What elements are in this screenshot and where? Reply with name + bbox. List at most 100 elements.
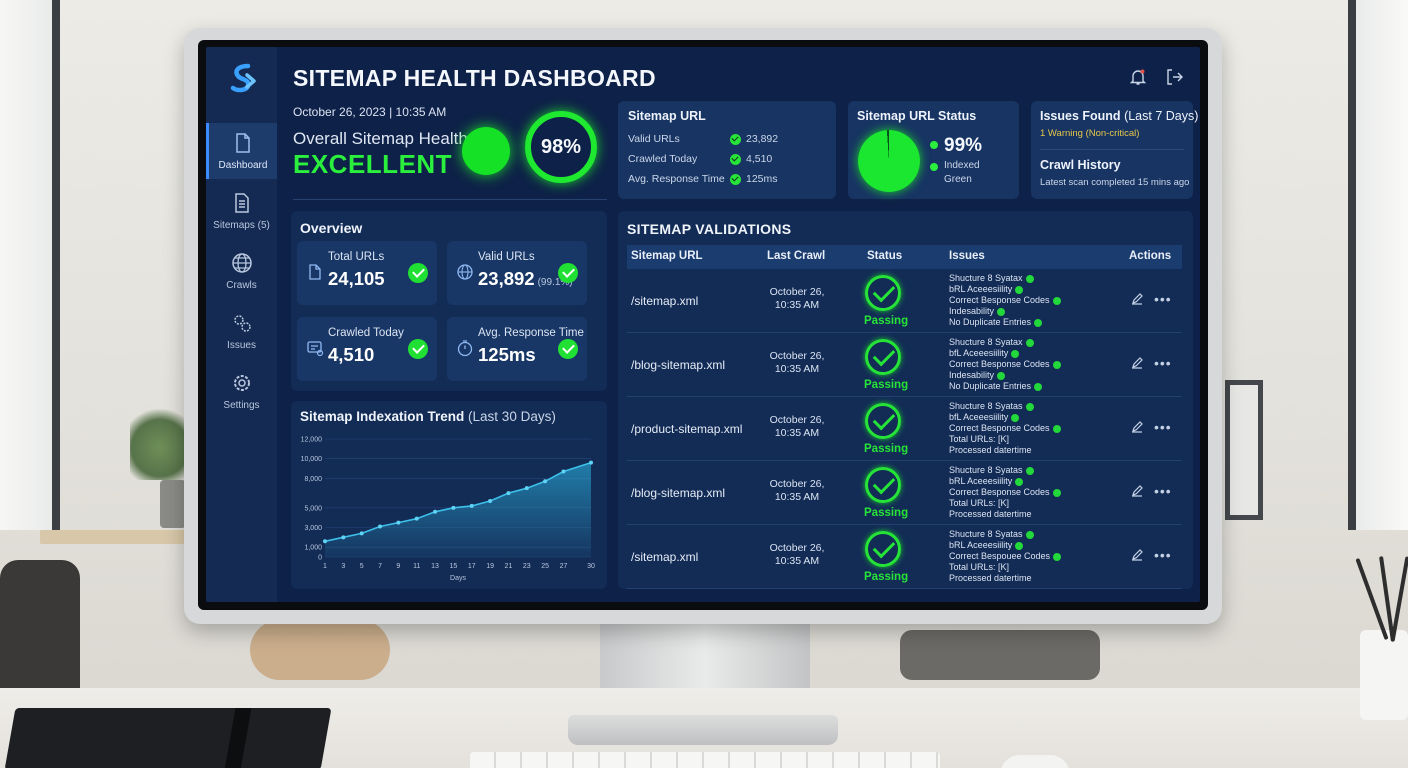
issue-item: bfL Aceeesiility	[949, 412, 1061, 423]
stat-value: 23,892 (99.1%)	[478, 268, 573, 289]
issue-item: Indesability	[949, 370, 1061, 381]
chart-title: Sitemap Indexation Trend (Last 30 Days)	[300, 409, 556, 424]
issue-item: Correct Besponse Codes	[949, 423, 1061, 434]
passing-check-icon	[865, 275, 901, 311]
sidebar-item-sitemaps[interactable]: Sitemaps (5)	[206, 183, 277, 239]
sitemap-url-link[interactable]: /sitemap.xml	[631, 294, 699, 308]
column-header[interactable]: Sitemap URL	[631, 250, 703, 262]
check-icon	[730, 173, 741, 185]
indexed-percent: 99%	[944, 135, 983, 156]
table-row[interactable]: /product-sitemap.xml October 26, 10:35 AM P…	[627, 397, 1182, 461]
bell-icon[interactable]	[1128, 67, 1148, 87]
row-actions: •••	[1130, 484, 1172, 498]
issue-item: Shucture 8 Syatas	[949, 465, 1061, 476]
background-shelf	[40, 530, 220, 544]
more-options-icon[interactable]: •••	[1154, 355, 1172, 371]
more-options-icon[interactable]: •••	[1154, 419, 1172, 435]
data-point	[561, 469, 566, 474]
passing-check-icon	[865, 339, 901, 375]
sidebar-item-settings[interactable]: Settings	[206, 363, 277, 419]
sidebar-item-issues[interactable]: Issues	[206, 303, 277, 359]
health-score-ring: 98%	[525, 111, 597, 183]
sidebar-item-dashboard[interactable]: Dashboard	[206, 123, 277, 179]
kv-label: Valid URLs	[628, 133, 680, 145]
warning-text[interactable]: 1 Warning (Non-critical)	[1040, 128, 1140, 139]
health-indicator-dot	[462, 127, 510, 175]
stat-value: 125ms	[478, 344, 536, 365]
stat-card-total-urls[interactable]: Total URLs 24,105	[297, 241, 437, 305]
issue-item: Total URLs: [K]	[949, 562, 1010, 572]
issue-item: Shucture 8 Syatax	[949, 337, 1061, 348]
x-tick-label: 3	[341, 563, 345, 570]
sidebar-item-label: Settings	[223, 400, 260, 411]
stat-card-avg-response[interactable]: Avg. Response Time 125ms	[447, 317, 587, 381]
crawl-icon	[307, 341, 324, 357]
column-header[interactable]: Last Crawl	[767, 250, 826, 262]
issue-item: Indesability	[949, 306, 1061, 317]
more-options-icon[interactable]: •••	[1154, 291, 1172, 307]
last-crawl: October 26, 10:35 AM	[769, 542, 825, 567]
column-header[interactable]: Status	[867, 250, 903, 262]
more-options-icon[interactable]: •••	[1154, 547, 1172, 563]
divider	[293, 199, 607, 200]
check-icon	[558, 339, 578, 359]
app-logo-icon[interactable]	[226, 61, 260, 95]
x-tick-label: 27	[560, 563, 568, 570]
health-score: 98%	[540, 135, 582, 158]
chair-seat	[900, 630, 1100, 680]
settings-icon	[233, 375, 250, 391]
stat-label: Crawled Today	[328, 327, 404, 339]
sitemap-url-link[interactable]: /blog-sitemap.xml	[631, 358, 726, 372]
edit-icon[interactable]	[1130, 484, 1144, 498]
edit-icon[interactable]	[1130, 292, 1144, 306]
issues-period: (Last 7 Days)	[1124, 109, 1199, 123]
stat-card-valid-urls[interactable]: Valid URLs 23,892 (99.1%)	[447, 241, 587, 305]
check-icon	[408, 263, 428, 283]
sidebar-item-label: Crawls	[226, 280, 257, 291]
file-icon	[309, 264, 321, 280]
pencil	[1390, 556, 1408, 642]
edit-icon[interactable]	[1130, 548, 1144, 562]
check-icon	[1015, 285, 1024, 294]
table-row[interactable]: /sitemap.xml October 26, 10:35 AM Passing Sh…	[627, 269, 1182, 333]
legend-label: Indexed	[944, 160, 980, 171]
stat-card-crawled-today[interactable]: Crawled Today 4,510	[297, 317, 437, 381]
issue-item: Shucture 8 Syatas	[949, 401, 1061, 412]
sidebar-item-crawls[interactable]: Crawls	[206, 243, 277, 299]
edit-icon[interactable]	[1130, 356, 1144, 370]
sitemap-url-link[interactable]: /sitemap.xml	[631, 550, 699, 564]
check-icon	[1011, 349, 1020, 358]
edit-icon[interactable]	[1130, 420, 1144, 434]
monitor-bezel: Dashboard Sitemaps (5) Crawls Issues Set…	[198, 40, 1208, 610]
y-tick-label: 3,000	[304, 525, 322, 532]
row-actions: •••	[1130, 292, 1172, 306]
x-axis-label: Days	[450, 575, 466, 582]
stat-value: 24,105	[328, 268, 385, 289]
status-badge: Passing	[864, 379, 909, 391]
status-badge: Passing	[864, 315, 909, 327]
table-row[interactable]: /sitemap.xml October 26, 10:35 AM Passing Sh…	[627, 525, 1182, 589]
monitor-stand-base	[568, 715, 838, 745]
sitemap-url-link[interactable]: /blog-sitemap.xml	[631, 486, 726, 500]
data-point	[433, 509, 438, 514]
issues-card: Issues Found (Last 7 Days) 1 Warning (No…	[1031, 101, 1198, 199]
timestamp: October 26, 2023 | 10:35 AM	[293, 105, 447, 119]
kv-value: 125ms	[746, 173, 778, 185]
sitemap-url-link[interactable]: /product-sitemap.xml	[631, 422, 743, 436]
legend-dot	[930, 141, 938, 149]
stat-label: Avg. Response Time	[478, 327, 584, 339]
kv-row: Avg. Response Time 125ms	[628, 169, 778, 189]
table-row[interactable]: /blog-sitemap.xml October 26, 10:35 AM Pass…	[627, 333, 1182, 397]
more-options-icon[interactable]: •••	[1154, 483, 1172, 499]
column-header[interactable]: Issues	[949, 250, 985, 262]
issues-title: Issues Found	[1040, 109, 1121, 123]
data-point	[414, 516, 419, 521]
check-icon	[1011, 413, 1020, 422]
main-content: SITEMAP HEALTH DASHBOARD October 26, 202…	[277, 47, 1200, 602]
logout-icon[interactable]	[1164, 67, 1184, 87]
chair-seat	[250, 620, 390, 680]
table-row[interactable]: /blog-sitemap.xml October 26, 10:35 AM Pass…	[627, 461, 1182, 525]
sitemaps-icon	[234, 193, 249, 213]
x-tick-label: 23	[523, 563, 531, 570]
